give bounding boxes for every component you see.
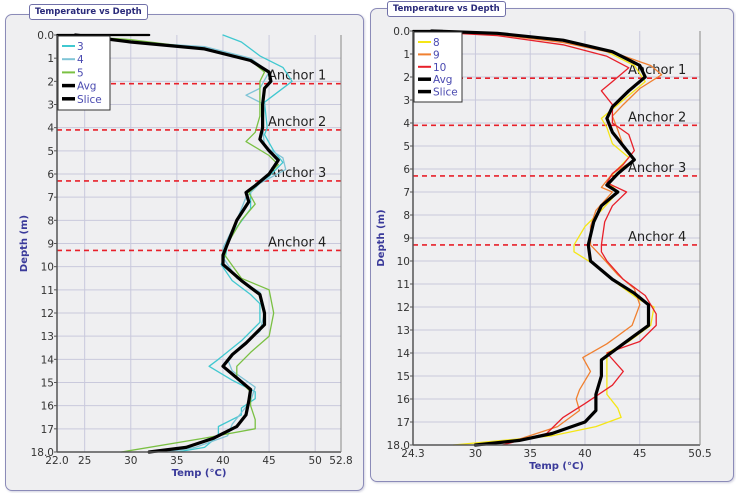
y-tick-label: 0.0 [393, 26, 410, 38]
y-tick-label: 5 [403, 141, 410, 153]
legend-item-8: 8 [433, 37, 440, 49]
y-tick-label: 14 [41, 354, 55, 366]
series-line-9 [412, 30, 663, 446]
anchor-label: Anchor 1 [268, 69, 326, 84]
y-tick-label: 3 [403, 95, 410, 107]
x-tick-label: 45 [262, 455, 275, 467]
legend-item-9: 9 [433, 49, 440, 61]
y-tick-label: 8 [47, 215, 54, 227]
series-line-3 [176, 34, 293, 453]
chart-title-right: Temperature vs Depth [387, 1, 506, 17]
y-tick-label: 1 [403, 49, 410, 61]
x-tick-label: 30 [469, 448, 482, 460]
y-tick-label: 2 [47, 76, 54, 88]
y-tick-label: 7 [47, 192, 54, 204]
anchor-label: Anchor 3 [268, 166, 326, 181]
x-tick-label: 25 [78, 455, 91, 467]
y-tick-label: 17 [41, 424, 54, 436]
y-tick-label: 13 [41, 331, 54, 343]
y-tick-label: 13 [397, 325, 410, 337]
y-axis-label: Depth (m) [19, 215, 30, 272]
y-tick-label: 0.0 [37, 30, 54, 42]
y-tick-label: 5 [47, 146, 54, 158]
legend-item-avg: Avg [433, 74, 452, 86]
legend-item-4: 4 [77, 54, 84, 66]
y-tick-label: 15 [41, 378, 54, 390]
legend-item-10: 10 [433, 62, 446, 74]
legend-item-slice: Slice [433, 87, 458, 99]
series-line-8 [412, 30, 655, 446]
y-tick-label: 1 [47, 53, 54, 65]
y-tick-label: 11 [41, 285, 54, 297]
y-tick-label: 11 [397, 279, 410, 291]
y-tick-label: 12 [397, 302, 410, 314]
anchor-label: Anchor 3 [628, 161, 686, 176]
legend-item-3: 3 [77, 41, 84, 53]
y-tick-label: 16 [397, 394, 411, 406]
y-tick-label: 12 [41, 308, 54, 320]
x-tick-label: 50.5 [688, 448, 711, 460]
x-tick-label: 40 [578, 448, 591, 460]
y-tick-label: 10 [41, 262, 54, 274]
x-tick-label: 50 [308, 455, 321, 467]
y-tick-label: 7 [403, 187, 410, 199]
x-tick-label: 52.8 [329, 455, 352, 467]
series-line-avg [430, 29, 651, 447]
x-tick-label: 22.0 [45, 455, 68, 467]
x-tick-label: 35 [524, 448, 537, 460]
y-tick-label: 2 [403, 72, 410, 84]
anchor-label: Anchor 4 [268, 235, 326, 250]
y-tick-label: 18.0 [31, 447, 54, 459]
x-tick-label: 24.3 [401, 448, 424, 460]
y-tick-label: 10 [397, 256, 410, 268]
legend-item-5: 5 [77, 67, 84, 79]
y-tick-label: 9 [47, 239, 54, 251]
y-tick-label: 17 [397, 417, 410, 429]
legend-item-avg: Avg [77, 81, 96, 93]
x-tick-label: 35 [170, 455, 183, 467]
anchor-label: Anchor 4 [628, 230, 686, 245]
chart-title-left: Temperature vs Depth [29, 4, 148, 20]
legend-item-slice: Slice [77, 94, 102, 106]
y-tick-label: 6 [47, 169, 54, 181]
x-tick-label: 45 [633, 448, 646, 460]
y-tick-label: 4 [47, 123, 54, 135]
y-tick-label: 8 [403, 210, 410, 222]
anchor-label: Anchor 2 [268, 115, 326, 130]
x-tick-label: 30 [124, 455, 137, 467]
x-axis-label: Temp (°C) [172, 468, 227, 479]
y-tick-label: 16 [41, 401, 55, 413]
series-line-avg [73, 33, 280, 454]
y-tick-label: 15 [397, 371, 410, 383]
y-tick-label: 3 [47, 100, 54, 112]
anchor-label: Anchor 2 [628, 110, 686, 125]
y-axis-label: Depth (m) [376, 209, 387, 266]
x-tick-label: 40 [216, 455, 229, 467]
y-tick-label: 14 [397, 348, 411, 360]
x-axis-label: Temp (°C) [529, 461, 584, 472]
y-tick-label: 4 [403, 118, 410, 130]
y-tick-label: 6 [403, 164, 410, 176]
y-tick-label: 9 [403, 233, 410, 245]
y-tick-label: 18.0 [387, 440, 410, 452]
series-line-10 [412, 30, 657, 446]
